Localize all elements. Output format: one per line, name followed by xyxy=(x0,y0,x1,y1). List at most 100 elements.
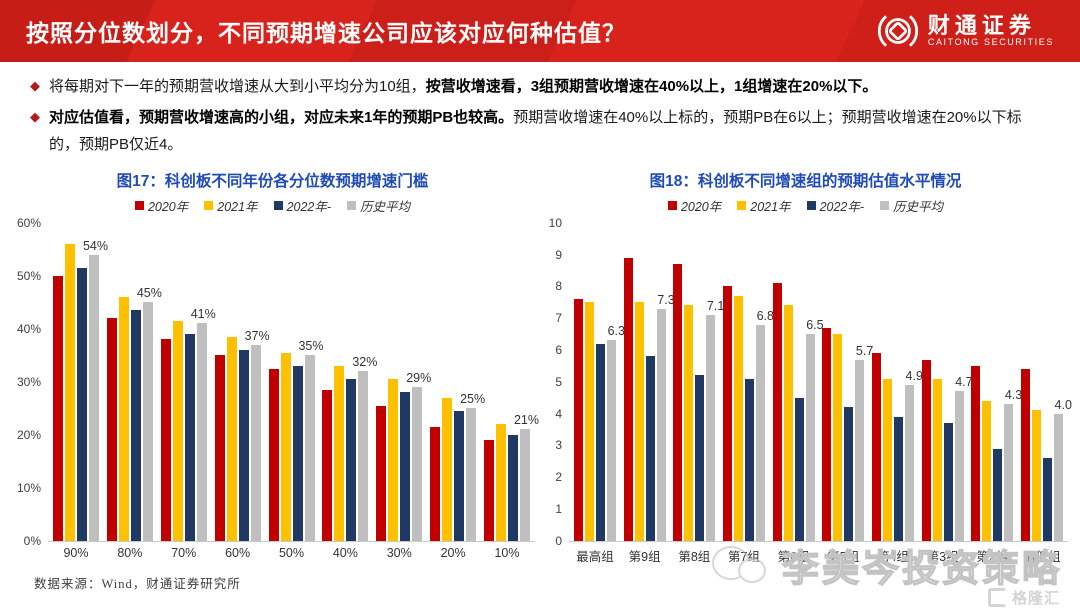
bar-stack: 54% xyxy=(53,223,108,541)
legend-item: 2020年 xyxy=(667,196,721,215)
x-tick-label: 50% xyxy=(278,545,305,560)
bar-历史平均 xyxy=(1053,413,1063,541)
bar-2022年- xyxy=(130,310,141,541)
x-tick-label: 第8组 xyxy=(678,549,711,564)
legend-item: 2021年 xyxy=(204,196,258,215)
bullet-revenue-groups: ◆ 将每期对下一年的预期营收增速从大到小平均分为10组，按营收增速看，3组预期营… xyxy=(30,74,1048,100)
x-tick-label: 最低组 xyxy=(1023,549,1061,564)
legend-label: 历史平均 xyxy=(360,199,411,214)
bar-2021年 xyxy=(496,424,506,541)
bar-group: 5.7 第5组 xyxy=(822,223,873,568)
x-tick-label: 第2组 xyxy=(976,549,1009,564)
bullet2-normal: 预期营收增速在40%以上标的，预期PB在6以上；预期营收增速在20%以下标的，预… xyxy=(49,109,1022,153)
bar-stack: 29% xyxy=(376,223,431,541)
y-tick-label: 3 xyxy=(555,438,562,453)
legend-label: 2022年- xyxy=(819,199,865,214)
bar-group: 6.8 第7组 xyxy=(722,223,774,568)
value-label: 7.1 xyxy=(706,298,725,313)
bar-历史平均 xyxy=(1004,404,1014,541)
legend-swatch-icon xyxy=(347,200,357,210)
bar-stack: 35% xyxy=(268,223,324,541)
legend-item: 历史平均 xyxy=(347,196,410,215)
bar-2022年- xyxy=(1042,458,1052,541)
plot-area: 54% 90% 45% 80% 41% 70% 37% 60% 35% 50% 32% 40% 29% 3… xyxy=(48,223,539,568)
legend-swatch-icon xyxy=(737,200,747,210)
y-tick-label: 0% xyxy=(23,533,41,548)
bar-2022年- xyxy=(744,378,754,541)
gelonghui-logo: 格隆汇 xyxy=(987,587,1060,608)
value-label: 6.5 xyxy=(806,318,824,333)
y-tick-label: 10 xyxy=(548,215,562,230)
bar-2020年 xyxy=(1020,369,1030,541)
x-tick-label: 60% xyxy=(225,545,251,560)
bar-group: 41% 70% xyxy=(160,223,216,568)
bar-历史平均 xyxy=(142,302,153,541)
bullet-diamond-icon: ◆ xyxy=(30,78,40,93)
legend-item: 2021年 xyxy=(737,196,791,215)
y-tick-label: 2 xyxy=(555,470,562,485)
bar-历史平均 xyxy=(89,254,99,541)
bar-group: 4.0 最低组 xyxy=(1020,223,1072,568)
bar-stack: 25% xyxy=(430,223,485,541)
bullet-text: 对应估值看，预期营收增速高的小组，对应未来1年的预期PB也较高。预期营收增速在4… xyxy=(49,105,1048,158)
x-tick-label: 最高组 xyxy=(576,549,614,564)
caitong-logo-text: 财通证券 CAITONG SECURITIES xyxy=(928,14,1054,48)
caitong-logo: 财通证券 CAITONG SECURITIES xyxy=(876,9,1054,53)
y-axis: 10 9 8 7 6 5 4 3 2 1 0 xyxy=(543,216,569,548)
bar-2022年- xyxy=(184,334,195,541)
y-tick-label: 9 xyxy=(555,247,562,262)
bar-group: 37% 60% xyxy=(214,223,270,568)
bar-历史平均 xyxy=(250,344,261,541)
bar-2021年 xyxy=(388,379,399,541)
y-tick-label: 7 xyxy=(555,311,562,326)
bar-2021年 xyxy=(65,243,75,541)
bar-历史平均 xyxy=(904,384,914,541)
y-tick-label: 5 xyxy=(555,374,562,389)
y-tick-label: 1 xyxy=(555,501,562,516)
bar-stack: 4.7 xyxy=(921,223,973,541)
caitong-emblem-icon xyxy=(876,9,920,53)
y-tick-label: 40% xyxy=(16,321,41,336)
bar-2020年 xyxy=(673,264,683,541)
value-label: 45% xyxy=(136,286,162,301)
bar-2021年 xyxy=(585,302,594,541)
bar-2020年 xyxy=(871,353,881,541)
bar-stack: 32% xyxy=(322,223,377,541)
bar-stack: 4.9 xyxy=(871,223,923,541)
legend-swatch-icon xyxy=(134,200,144,210)
y-tick-label: 30% xyxy=(16,374,41,389)
bar-2020年 xyxy=(268,368,279,541)
bar-2022年- xyxy=(454,410,465,541)
data-source: 数据来源：Wind，财通证券研究所 xyxy=(34,577,241,591)
bar-历史平均 xyxy=(656,308,666,541)
bar-stack: 7.3 xyxy=(623,223,675,541)
value-label: 35% xyxy=(298,339,324,354)
bar-stack: 45% xyxy=(106,223,162,541)
legend-swatch-icon xyxy=(667,200,677,210)
bar-历史平均 xyxy=(706,314,716,541)
legend-item: 历史平均 xyxy=(880,196,943,215)
bar-2022年- xyxy=(596,343,605,541)
x-tick-label: 第3组 xyxy=(926,549,959,564)
y-tick-label: 10% xyxy=(16,480,41,495)
bar-2022年- xyxy=(993,448,1003,541)
chart-title: 图17：科创板不同年份各分位数预期增速门槛 xyxy=(116,172,429,190)
bar-2020年 xyxy=(484,440,494,541)
bar-历史平均 xyxy=(954,391,964,541)
bar-2022年- xyxy=(508,434,518,541)
value-label: 21% xyxy=(513,413,539,428)
legend-swatch-icon xyxy=(880,200,890,210)
bar-2021年 xyxy=(172,320,183,541)
value-label: 6.3 xyxy=(607,324,625,339)
bar-group: 21% 10% xyxy=(484,223,539,568)
bar-group: 32% 40% xyxy=(322,223,377,568)
chart-body: 10 9 8 7 6 5 4 3 2 1 0 6.3 最高组 7.3 第9组 7.1 第8组 6.8 第7组 6.5… xyxy=(543,216,1072,568)
x-tick-label: 80% xyxy=(117,545,143,560)
bar-stack: 21% xyxy=(484,223,539,541)
value-label: 32% xyxy=(352,355,378,370)
value-label: 7.3 xyxy=(657,292,675,307)
bullet-diamond-icon: ◆ xyxy=(30,109,40,125)
logo-name-cn: 财通证券 xyxy=(927,13,1036,39)
bar-2020年 xyxy=(971,365,981,541)
bar-stack: 37% xyxy=(214,223,270,541)
